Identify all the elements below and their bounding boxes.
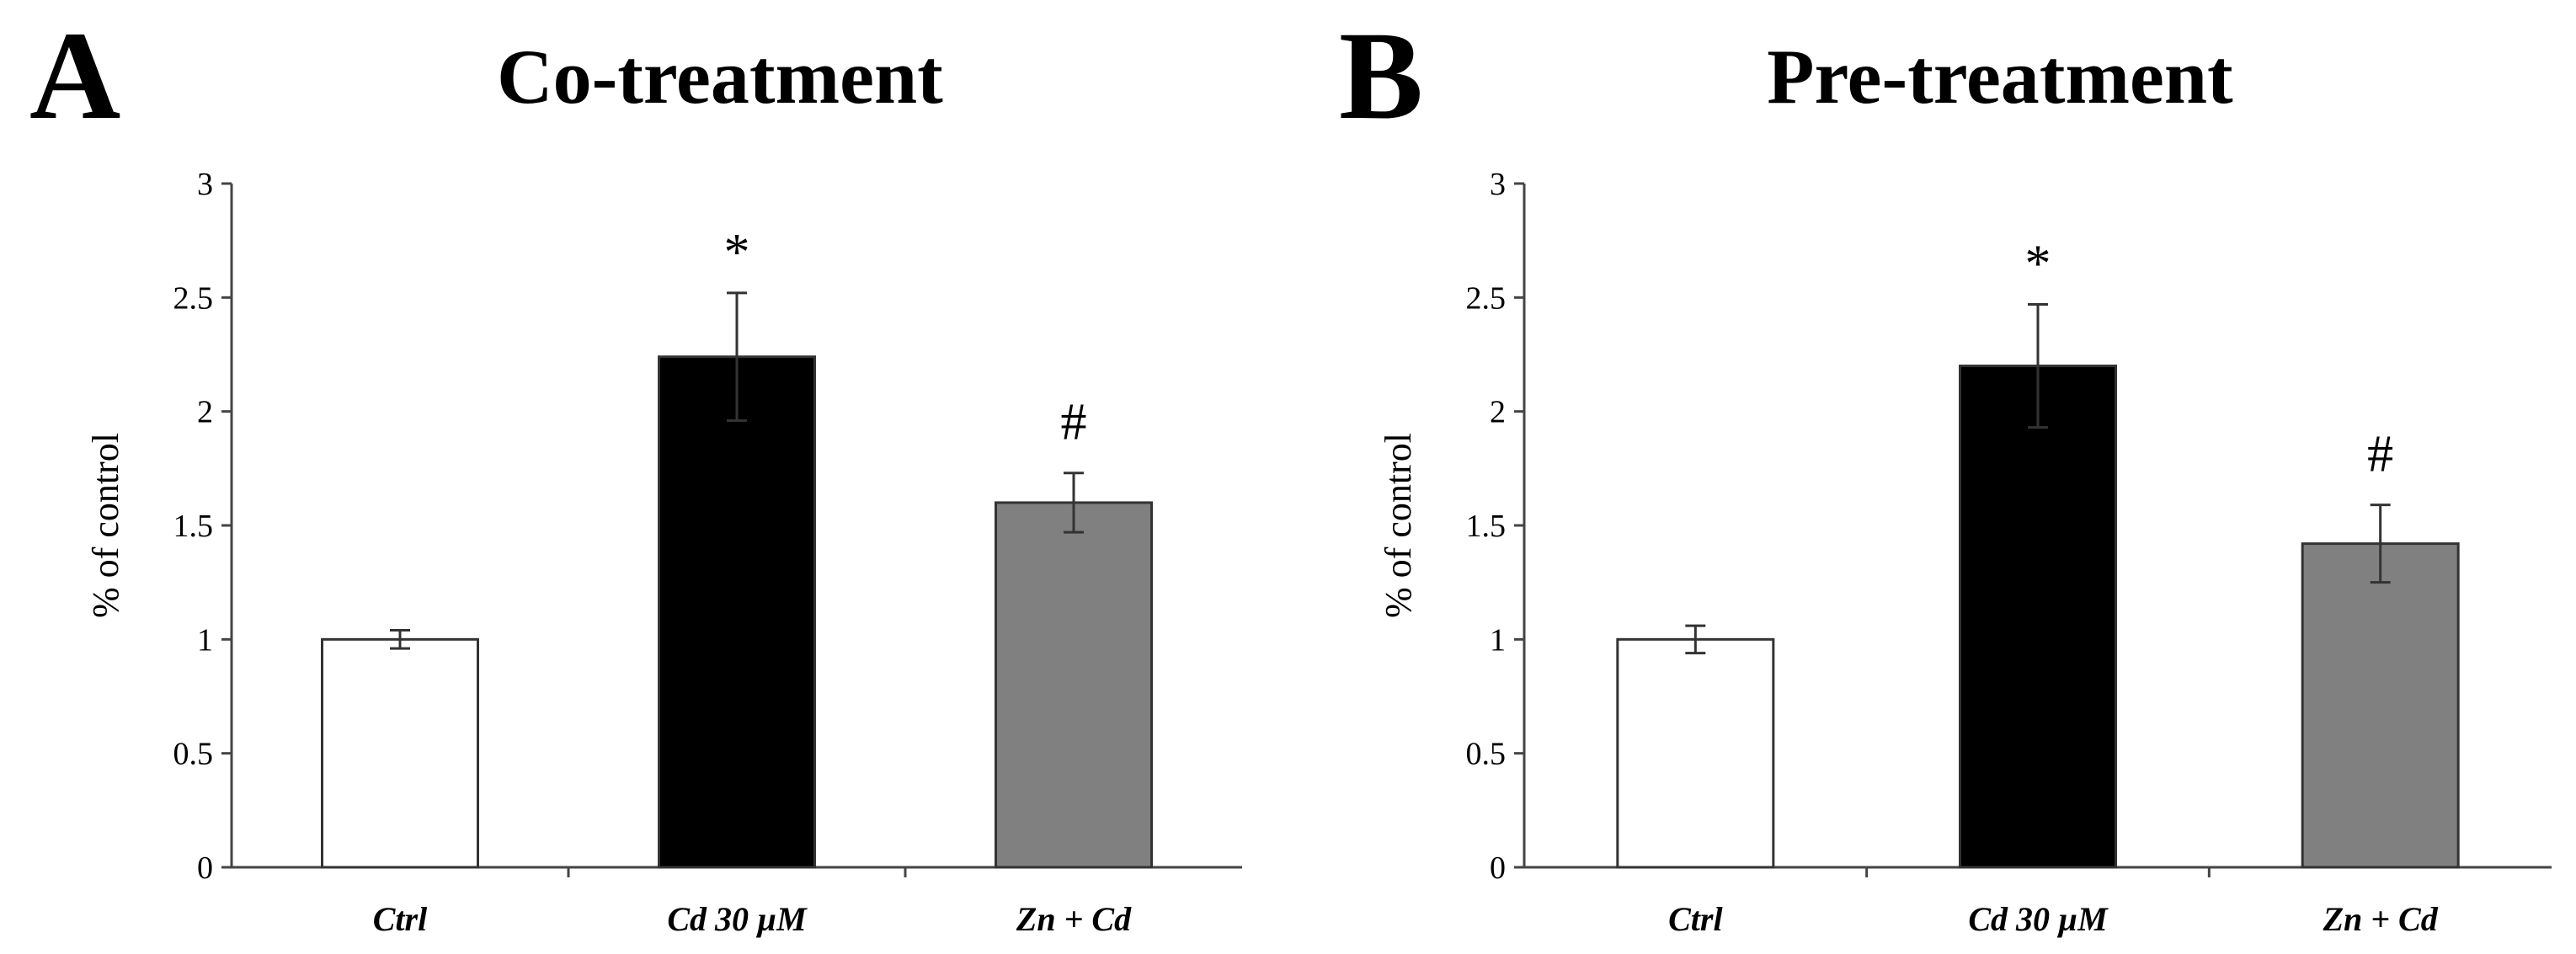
y-tick-label: 3 — [1490, 167, 1506, 202]
significance-mark: # — [2367, 426, 2393, 483]
y-tick-label: 3 — [197, 167, 213, 202]
panel-title-a: Co-treatment — [497, 34, 943, 120]
plot-area-b: 0 0.5 1 1.5 2 2.5 3 % of control Ctrl * Cd 30 µM # Z… — [1378, 167, 2552, 938]
y-axis-title-a: % of control — [85, 433, 126, 618]
panel-b: B Pre-treatment 0 0.5 1 1.5 2 2.5 3 % of contro… — [1339, 6, 2552, 938]
panel-letter-b: B — [1339, 6, 1423, 146]
significance-mark: * — [724, 224, 750, 281]
y-tick-label: 1.5 — [1466, 509, 1507, 544]
significance-mark: # — [1061, 394, 1087, 451]
bar-b-1 — [1616, 637, 1775, 869]
y-tick-label: 0 — [1490, 850, 1506, 886]
category-label: Cd 30 µM — [1968, 900, 2109, 938]
category-label: Zn + Cd — [1016, 900, 1132, 938]
y-tick-label: 0 — [197, 850, 213, 886]
panel-a: A Co-treatment 0 0.5 1 1.5 2 2.5 3 % of control… — [29, 6, 1242, 938]
category-label: Zn + Cd — [2323, 900, 2439, 938]
y-tick-label: 0.5 — [173, 737, 214, 772]
bar-b-3 — [2301, 542, 2460, 869]
bar-b-2 — [1959, 365, 2117, 869]
y-tick-label: 2.5 — [173, 280, 214, 316]
y-tick-label: 1.5 — [173, 509, 214, 544]
bar-a-1 — [321, 637, 479, 869]
bar-a-3 — [995, 501, 1153, 869]
y-axis-title-b: % of control — [1378, 433, 1419, 618]
significance-mark: * — [2025, 235, 2051, 292]
y-tick-label: 0.5 — [1466, 737, 1507, 772]
plot-area-a: 0 0.5 1 1.5 2 2.5 3 % of control Ctrl * Cd 30 µM # Z… — [85, 167, 1242, 938]
panel-title-b: Pre-treatment — [1767, 34, 2233, 120]
y-tick-label: 2 — [197, 395, 213, 430]
y-tick-label: 2 — [1490, 395, 1506, 430]
panel-letter-a: A — [29, 6, 120, 146]
y-tick-label: 1 — [197, 622, 213, 658]
category-label: Ctrl — [1668, 900, 1723, 938]
category-label: Ctrl — [373, 900, 428, 938]
category-label: Cd 30 µM — [667, 900, 808, 938]
y-tick-label: 1 — [1490, 622, 1506, 658]
y-tick-label: 2.5 — [1466, 280, 1507, 316]
bar-a-2 — [658, 355, 816, 869]
